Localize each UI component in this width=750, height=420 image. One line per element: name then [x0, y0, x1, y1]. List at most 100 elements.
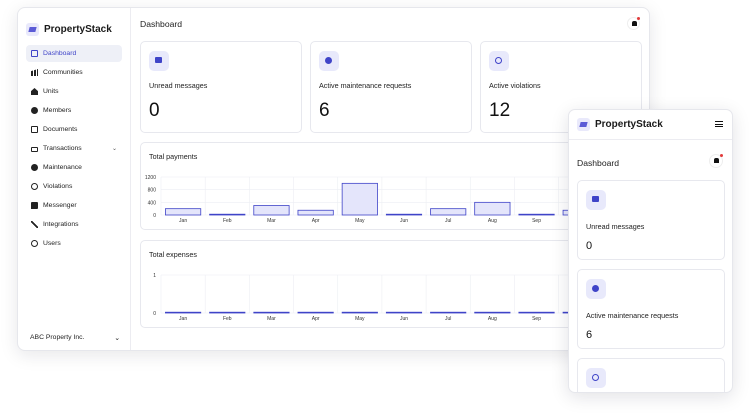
members-icon	[31, 107, 38, 114]
sidebar: PropertyStack Dashboard Communities Unit…	[18, 8, 131, 350]
chart-title: Total expenses	[149, 250, 197, 259]
sidebar-item-dashboard[interactable]: Dashboard	[26, 45, 122, 62]
notification-dot	[637, 17, 640, 20]
messenger-icon	[31, 202, 38, 209]
notifications-button[interactable]	[627, 17, 640, 30]
brand[interactable]: PropertyStack	[577, 118, 663, 131]
chart-bar[interactable]	[297, 209, 334, 216]
payments-chart: 04008001200JanFebMarAprMayJunJulAugSepOc…	[145, 175, 648, 224]
chart-bar[interactable]	[209, 311, 246, 314]
org-switcher[interactable]: ABC Property Inc. ⌄	[30, 334, 120, 342]
chart-bar[interactable]	[474, 201, 511, 216]
payments-chart-card: Total payments 0 400 800 1200 Jan Feb Mar Apr Ma…	[140, 142, 649, 230]
sidebar-item-label: Violations	[43, 183, 73, 190]
brand[interactable]: PropertyStack	[26, 23, 112, 36]
chart-title: Total payments	[149, 152, 198, 161]
chevron-down-icon: ⌄	[114, 335, 120, 342]
x-tick-label: May	[355, 218, 365, 224]
expenses-chart: 01JanFebMarAprMayJunJulAugSepOctNov	[153, 273, 648, 322]
stat-value: 6	[319, 100, 330, 121]
wrench-icon	[319, 51, 339, 71]
org-name: ABC Property Inc.	[30, 334, 85, 341]
message-icon	[149, 51, 169, 71]
desktop-window: PropertyStack Dashboard Communities Unit…	[17, 7, 650, 351]
sidebar-item-communities[interactable]: Communities	[26, 64, 122, 81]
chart-bar[interactable]	[385, 213, 423, 216]
sidebar-item-members[interactable]: Members	[26, 102, 122, 119]
sidebar-item-label: Transactions	[43, 145, 82, 152]
bell-icon	[714, 158, 719, 163]
x-tick-label: Apr	[312, 218, 320, 224]
notification-dot	[720, 154, 723, 157]
mobile-window: PropertyStack Dashboard Unread messages …	[568, 109, 733, 393]
chart-bar[interactable]	[297, 311, 334, 314]
chart-bar[interactable]	[430, 311, 467, 314]
chart-bar[interactable]	[518, 311, 555, 314]
sidebar-item-transactions[interactable]: Transactions ⌄	[26, 140, 122, 157]
page-title: Dashboard	[140, 19, 183, 29]
integrations-icon	[31, 221, 38, 228]
chart-bar[interactable]	[253, 311, 290, 314]
sidebar-item-label: Integrations	[43, 221, 79, 228]
expenses-chart-card: Total expenses 0 1 Jan Feb Mar Apr May Jun Jul Au…	[140, 240, 649, 328]
sidebar-item-integrations[interactable]: Integrations	[26, 216, 122, 233]
chart-bar[interactable]	[253, 205, 290, 216]
alert-icon	[586, 368, 606, 388]
sidebar-item-violations[interactable]: Violations	[26, 178, 122, 195]
dashboard-icon	[31, 50, 38, 57]
message-icon	[586, 190, 606, 210]
sidebar-item-units[interactable]: Units	[26, 83, 122, 100]
stat-label: Unread messages	[586, 222, 645, 231]
x-tick-label: Jun	[400, 218, 408, 224]
wrench-icon	[586, 279, 606, 299]
sidebar-item-label: Users	[43, 240, 61, 247]
x-tick-label: Mar	[267, 316, 276, 322]
chart-bar[interactable]	[385, 311, 423, 314]
sidebar-nav: Dashboard Communities Units Members Docu…	[26, 45, 122, 254]
x-tick-label: Apr	[312, 316, 320, 322]
page-title: Dashboard	[577, 158, 620, 168]
chart-bar[interactable]	[165, 311, 202, 314]
sidebar-item-documents[interactable]: Documents	[26, 121, 122, 138]
users-icon	[31, 240, 38, 247]
chart-bar[interactable]	[341, 182, 378, 216]
x-tick-label: Feb	[223, 218, 232, 224]
chart-bar[interactable]	[430, 208, 467, 216]
main-content: Dashboard Unread messages 0 Active maint…	[132, 8, 649, 350]
violations-icon	[31, 183, 38, 190]
sidebar-item-label: Members	[43, 107, 72, 114]
stat-label: Active maintenance requests	[319, 81, 412, 90]
stat-value: 0	[586, 240, 593, 252]
notifications-button[interactable]	[709, 154, 723, 168]
x-tick-label: Jun	[400, 316, 408, 322]
transactions-icon	[31, 146, 38, 152]
sidebar-item-maintenance[interactable]: Maintenance	[26, 159, 122, 176]
chart-bar[interactable]	[209, 213, 246, 216]
brand-name: PropertyStack	[595, 119, 663, 130]
chart-bar[interactable]	[518, 213, 555, 216]
sidebar-item-label: Communities	[43, 69, 83, 76]
stat-card-maintenance: Active maintenance requests 6	[310, 41, 472, 133]
x-tick-label: Mar	[267, 218, 276, 224]
x-tick-label: Jan	[179, 218, 187, 224]
x-tick-label: Sep	[532, 316, 541, 322]
x-tick-label: May	[355, 316, 365, 322]
sidebar-item-messenger[interactable]: Messenger	[26, 197, 122, 214]
bell-icon	[632, 21, 637, 26]
chevron-down-icon[interactable]: ⌄	[111, 146, 117, 152]
hamburger-menu-icon[interactable]	[715, 121, 723, 127]
stat-value: 0	[149, 100, 160, 121]
x-tick-label: Sep	[532, 218, 541, 224]
chart-bar[interactable]	[341, 311, 378, 314]
sidebar-item-users[interactable]: Users	[26, 235, 122, 252]
x-tick-label: Jan	[179, 316, 187, 322]
chart-bar[interactable]	[165, 208, 202, 216]
stat-card-maintenance: Active maintenance requests 6	[577, 269, 725, 349]
stat-label: Active maintenance requests	[586, 311, 679, 320]
logo-icon	[26, 23, 39, 36]
stat-card-unread-messages: Unread messages 0	[140, 41, 302, 133]
stat-card-violations	[577, 358, 725, 392]
stat-value: 12	[489, 100, 511, 121]
x-tick-label: Aug	[488, 316, 497, 322]
chart-bar[interactable]	[474, 311, 511, 314]
